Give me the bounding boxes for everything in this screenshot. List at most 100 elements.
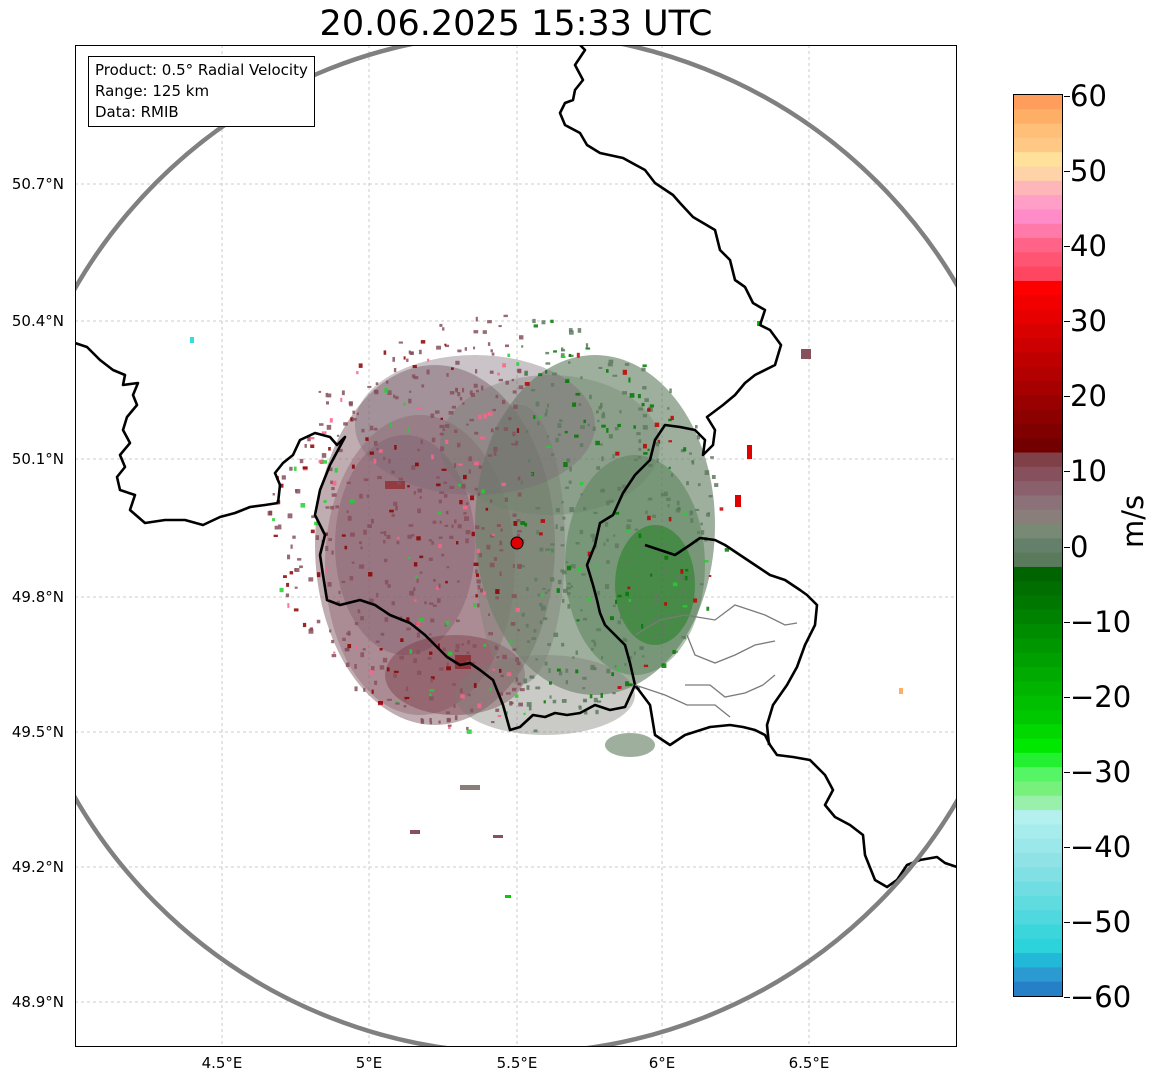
radar-site-marker xyxy=(510,536,524,550)
colorbar-band xyxy=(1014,295,1062,311)
velocity-colorbar xyxy=(1013,94,1063,997)
colorbar-band xyxy=(1014,867,1062,883)
lat-tick-label: 50.4°N xyxy=(11,312,64,330)
colorbar-band xyxy=(1014,695,1062,711)
colorbar-band xyxy=(1014,895,1062,911)
colorbar-tick xyxy=(1064,921,1070,923)
product-info-box: Product: 0.5° Radial Velocity Range: 125… xyxy=(88,56,315,127)
colorbar-tick xyxy=(1064,246,1070,248)
colorbar-band xyxy=(1014,652,1062,668)
lon-tick-label: 5°E xyxy=(355,1054,383,1072)
colorbar-tick-label: −10 xyxy=(1070,604,1132,639)
colorbar-band xyxy=(1014,824,1062,840)
colorbar-tick xyxy=(1064,96,1070,97)
map-title: 20.06.2025 15:33 UTC xyxy=(319,4,713,44)
colorbar-tick xyxy=(1064,846,1070,848)
colorbar-tick-label: 20 xyxy=(1070,379,1107,414)
lat-tick-label: 50.7°N xyxy=(11,175,64,193)
colorbar-tick xyxy=(1064,546,1070,548)
colorbar-band xyxy=(1014,495,1062,511)
colorbar-band xyxy=(1014,323,1062,339)
colorbar-band xyxy=(1014,581,1062,597)
colorbar-band xyxy=(1014,967,1062,983)
colorbar-band xyxy=(1014,438,1062,454)
lat-tick-label: 49.8°N xyxy=(11,588,64,606)
colorbar-band xyxy=(1014,423,1062,439)
colorbar-tick xyxy=(1064,771,1070,773)
colorbar-band xyxy=(1014,609,1062,625)
colorbar-band xyxy=(1014,452,1062,468)
colorbar-tick xyxy=(1064,396,1070,398)
colorbar-band xyxy=(1014,152,1062,168)
lat-tick-label: 49.2°N xyxy=(11,858,64,876)
colorbar-tick xyxy=(1064,696,1070,698)
colorbar-band xyxy=(1014,981,1062,996)
colorbar-tick-label: 60 xyxy=(1070,79,1107,113)
colorbar-band xyxy=(1014,538,1062,554)
colorbar-tick xyxy=(1064,997,1070,998)
colorbar-band xyxy=(1014,524,1062,539)
colorbar-tick-label: −40 xyxy=(1070,829,1132,864)
colorbar-tick-label: −20 xyxy=(1070,679,1132,714)
colorbar-band xyxy=(1014,638,1062,654)
echo-speckle xyxy=(267,314,730,734)
colorbar-band xyxy=(1014,352,1062,368)
colorbar-band xyxy=(1014,338,1062,354)
map-canvas[interactable] xyxy=(75,45,957,1047)
lat-tick-label: 49.5°N xyxy=(11,723,64,741)
colorbar-band xyxy=(1014,223,1062,239)
colorbar-band xyxy=(1014,95,1062,110)
data-source-line: Data: RMIB xyxy=(95,103,179,121)
colorbar-band xyxy=(1014,481,1062,497)
colorbar-tick xyxy=(1064,171,1070,173)
colorbar-tick-label: 0 xyxy=(1070,529,1089,564)
radar-map[interactable]: Product: 0.5° Radial Velocity Range: 125… xyxy=(75,45,957,1047)
colorbar-band xyxy=(1014,252,1062,268)
colorbar-band xyxy=(1014,195,1062,211)
colorbar-band xyxy=(1014,881,1062,897)
colorbar-band xyxy=(1014,466,1062,482)
colorbar-band xyxy=(1014,767,1062,783)
country-borders xyxy=(75,45,957,889)
colorbar-band xyxy=(1014,724,1062,740)
colorbar-band xyxy=(1014,238,1062,253)
colorbar-band xyxy=(1014,395,1062,411)
colorbar-band xyxy=(1014,509,1062,525)
colorbar-band xyxy=(1014,180,1062,196)
colorbar-band xyxy=(1014,137,1062,153)
colorbar-band xyxy=(1014,810,1062,825)
colorbar-tick xyxy=(1064,621,1070,623)
product-line: Product: 0.5° Radial Velocity xyxy=(95,61,308,79)
colorbar-band xyxy=(1014,266,1062,282)
colorbar-tick-label: −60 xyxy=(1070,980,1132,1014)
colorbar-band xyxy=(1014,366,1062,382)
colorbar-tick-label: −30 xyxy=(1070,754,1132,789)
colorbar-tick-label: 30 xyxy=(1070,304,1107,339)
colorbar-tick-label: 50 xyxy=(1070,154,1107,189)
colorbar-band xyxy=(1014,409,1062,425)
colorbar-band xyxy=(1014,280,1062,296)
lon-tick-label: 4.5°E xyxy=(201,1054,243,1072)
colorbar-band xyxy=(1014,752,1062,768)
colorbar-band xyxy=(1014,309,1062,325)
colorbar-band xyxy=(1014,938,1062,954)
colorbar-band xyxy=(1014,667,1062,682)
colorbar-band xyxy=(1014,109,1062,125)
colorbar-unit-label: m/s xyxy=(1116,494,1150,548)
colorbar-band xyxy=(1014,910,1062,926)
colorbar-band xyxy=(1014,738,1062,754)
colorbar-tick-label: 10 xyxy=(1070,454,1107,489)
colorbar-tick-label: 40 xyxy=(1070,229,1107,264)
colorbar-band xyxy=(1014,852,1062,868)
colorbar-tick xyxy=(1064,471,1070,473)
colorbar-band xyxy=(1014,709,1062,725)
colorbar-tick-label: −50 xyxy=(1070,904,1132,939)
lon-tick-label: 6°E xyxy=(648,1054,676,1072)
colorbar-tick xyxy=(1064,321,1070,323)
colorbar-band xyxy=(1014,552,1062,568)
colorbar-band xyxy=(1014,924,1062,940)
range-line: Range: 125 km xyxy=(95,82,210,100)
colorbar-band xyxy=(1014,795,1062,811)
colorbar-band xyxy=(1014,595,1062,611)
colorbar-band xyxy=(1014,209,1062,225)
